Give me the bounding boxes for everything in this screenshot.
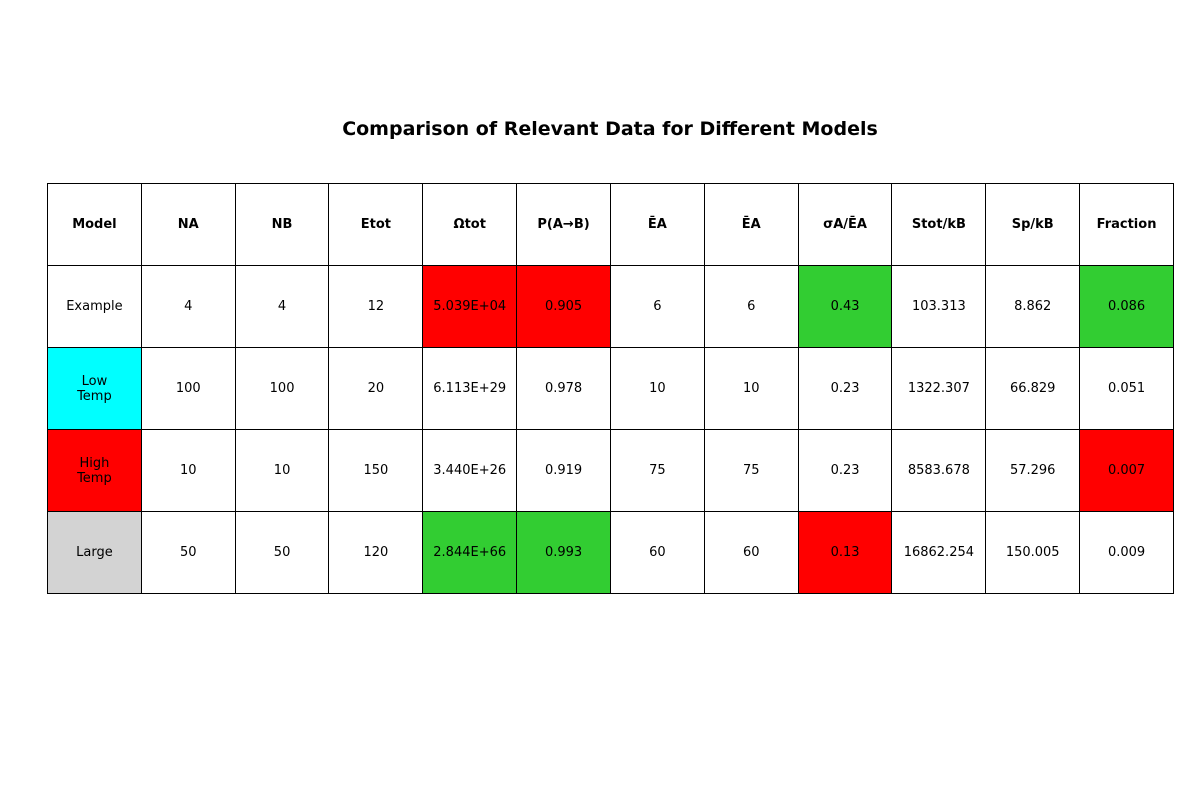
- data-table: Model NA NB Etot Ωtot P(A→B) ĒA ĒA σA/ĒA Stot/kB S…: [47, 183, 1174, 594]
- table-cell: 1322.307: [891, 347, 987, 430]
- column-header: NA: [140, 183, 236, 266]
- table-row: Large 50 50 120 2.844E+66 0.993 60 60 0.13 16862.…: [47, 511, 1174, 594]
- table-cell: 103.313: [891, 265, 987, 348]
- table-cell: 4: [234, 265, 330, 348]
- table-cell: 75: [703, 429, 799, 512]
- table-body: Example 4 4 12 5.039E+04 0.905 6 6 0.43 103.313 8.…: [47, 265, 1174, 594]
- table-cell: 10: [609, 347, 705, 430]
- column-header: NB: [234, 183, 330, 266]
- column-header: P(A→B): [516, 183, 611, 266]
- table-row: Low Temp 100 100 20 6.113E+29 0.978 10 10 0.23 13…: [47, 347, 1174, 430]
- table-cell: 60: [609, 511, 705, 594]
- table-cell: 5.039E+04: [422, 265, 518, 348]
- table-cell: 16862.254: [891, 511, 987, 594]
- table-cell: 100: [234, 347, 330, 430]
- row-label-cell: Low Temp: [47, 347, 142, 430]
- table-cell: 0.919: [516, 429, 611, 512]
- row-label-cell: High Temp: [47, 429, 142, 512]
- table-cell: 0.051: [1079, 347, 1174, 430]
- column-header: Etot: [328, 183, 424, 266]
- table-cell: 100: [140, 347, 236, 430]
- column-header: ĒA: [609, 183, 705, 266]
- table-cell: 6.113E+29: [422, 347, 518, 430]
- row-label-cell: Large: [47, 511, 142, 594]
- table-cell: 57.296: [985, 429, 1081, 512]
- table-cell: 8.862: [985, 265, 1081, 348]
- table-cell: 0.086: [1079, 265, 1174, 348]
- table-cell: 2.844E+66: [422, 511, 518, 594]
- table-cell: 0.13: [797, 511, 893, 594]
- table-cell: 20: [328, 347, 424, 430]
- table-cell: 0.007: [1079, 429, 1174, 512]
- table-cell: 0.23: [797, 347, 893, 430]
- table-cell: 4: [140, 265, 236, 348]
- table-cell: 0.978: [516, 347, 611, 430]
- column-header: σA/ĒA: [797, 183, 893, 266]
- table-cell: 10: [140, 429, 236, 512]
- table-cell: 3.440E+26: [422, 429, 518, 512]
- table-cell: 150.005: [985, 511, 1081, 594]
- table-cell: 120: [328, 511, 424, 594]
- column-header: Sp/kB: [985, 183, 1081, 266]
- column-header: Model: [47, 183, 142, 266]
- column-header: Ωtot: [422, 183, 518, 266]
- table-cell: 50: [234, 511, 330, 594]
- column-header: Fraction: [1079, 183, 1174, 266]
- table-cell: 0.43: [797, 265, 893, 348]
- column-header: ĒA: [703, 183, 799, 266]
- header-row: Model NA NB Etot Ωtot P(A→B) ĒA ĒA σA/ĒA Stot/kB S…: [47, 183, 1174, 266]
- table-cell: 60: [703, 511, 799, 594]
- table-cell: 12: [328, 265, 424, 348]
- table-row: Example 4 4 12 5.039E+04 0.905 6 6 0.43 103.313 8.…: [47, 265, 1174, 348]
- table-cell: 50: [140, 511, 236, 594]
- chart-title: Comparison of Relevant Data for Differen…: [342, 118, 878, 140]
- table-cell: 0.993: [516, 511, 611, 594]
- table-cell: 0.905: [516, 265, 611, 348]
- table-row: High Temp 10 10 150 3.440E+26 0.919 75 75 0.23 85…: [47, 429, 1174, 512]
- table-cell: 10: [234, 429, 330, 512]
- column-header: Stot/kB: [891, 183, 987, 266]
- table-cell: 0.23: [797, 429, 893, 512]
- table-cell: 8583.678: [891, 429, 987, 512]
- table-cell: 75: [609, 429, 705, 512]
- table-cell: 6: [609, 265, 705, 348]
- table-cell: 0.009: [1079, 511, 1174, 594]
- table-cell: 10: [703, 347, 799, 430]
- table-cell: 66.829: [985, 347, 1081, 430]
- row-label-cell: Example: [47, 265, 142, 348]
- table-cell: 6: [703, 265, 799, 348]
- table-cell: 150: [328, 429, 424, 512]
